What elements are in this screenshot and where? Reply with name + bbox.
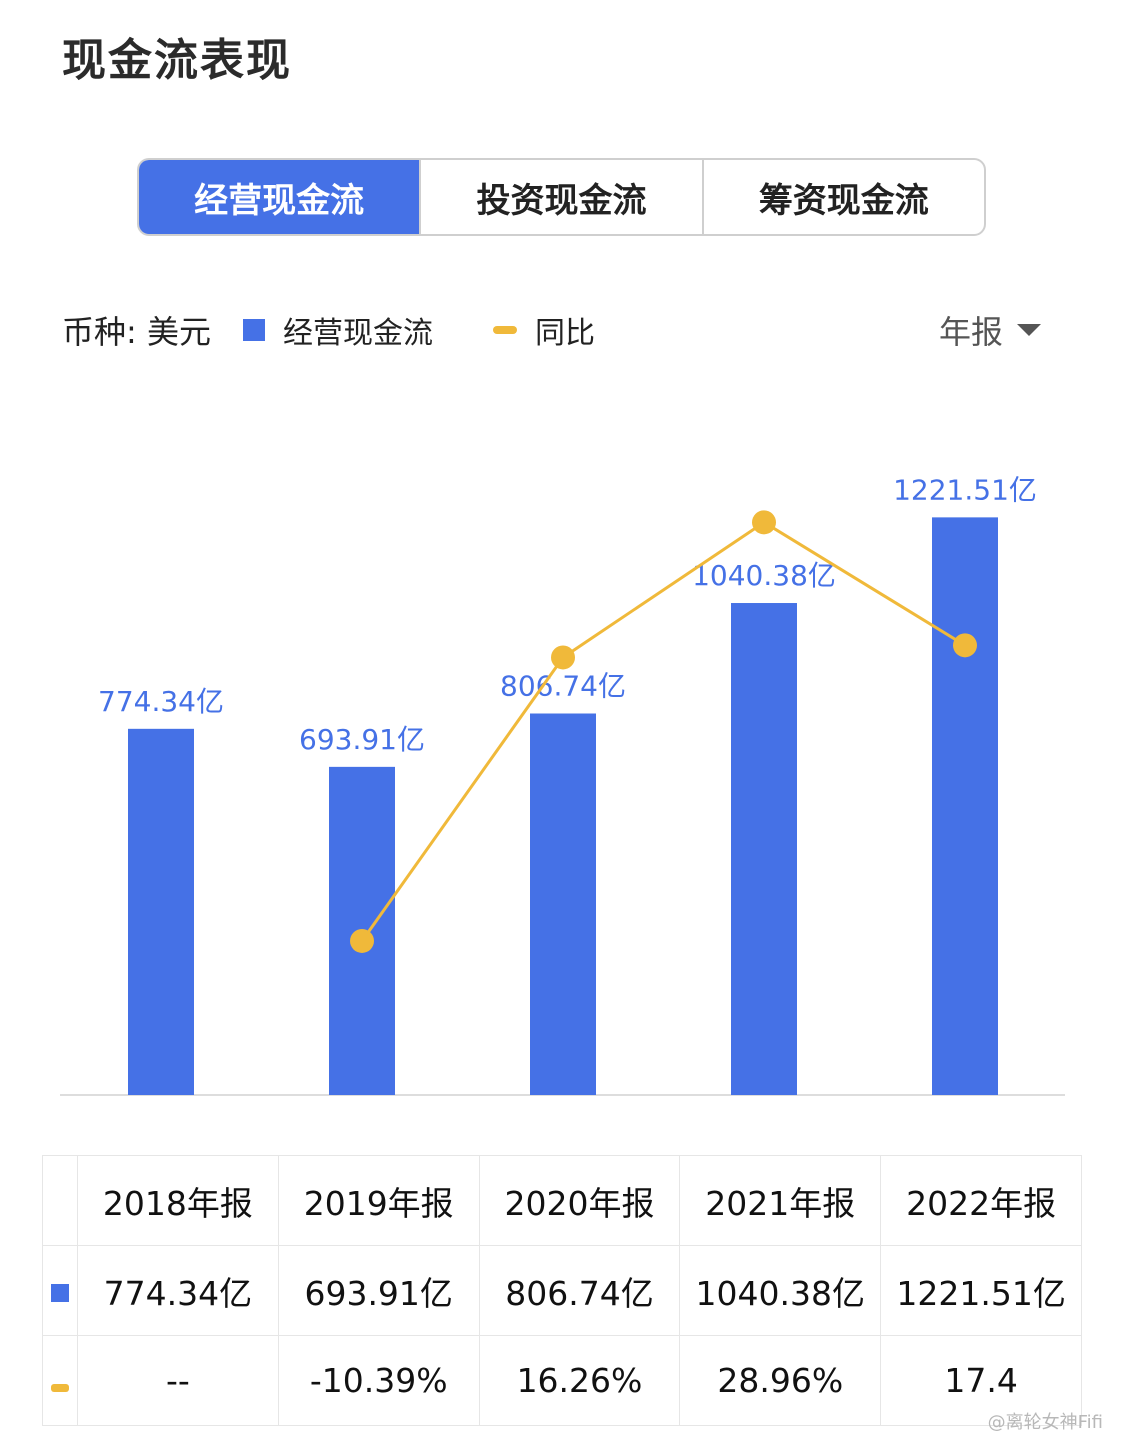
table-cell: -- (77, 1335, 279, 1426)
legend-line-swatch (492, 326, 517, 334)
cashflow-tabs: 经营现金流 投资现金流 筹资现金流 (137, 158, 986, 236)
table-cell: 806.74亿 (478, 1245, 681, 1336)
table-header-cell: 2021年报 (679, 1155, 882, 1246)
bar-value-label: 774.34亿 (98, 685, 224, 718)
yoy-point (752, 510, 776, 535)
table-header-cell: 2022年报 (880, 1155, 1082, 1246)
table-row-yoy: -- -10.39% 16.26% 28.96% 17.4 (42, 1335, 1082, 1426)
watermark: @离轮女神Fifi (987, 1412, 1103, 1433)
legend-bar-label: 经营现金流 (282, 316, 433, 351)
bar (128, 728, 194, 1095)
yoy-point (551, 645, 575, 670)
legend-bar: 经营现金流 (242, 308, 433, 352)
table-cell: 17.4 (880, 1335, 1082, 1426)
currency-label: 币种: 美元 (62, 313, 211, 351)
table-cell: 693.91亿 (277, 1245, 480, 1336)
bar-value-label: 806.74亿 (500, 670, 626, 703)
table-cell: 774.34亿 (77, 1245, 279, 1336)
table-cell: 1221.51亿 (880, 1245, 1082, 1336)
page-title: 现金流表现 (62, 35, 292, 86)
tab-investing-cashflow[interactable]: 投资现金流 (419, 160, 701, 234)
line-marker-icon (51, 1384, 69, 1392)
table-header-cell: 2020年报 (478, 1155, 681, 1246)
chart-meta: 币种: 美元 经营现金流 同比 (62, 306, 595, 354)
bar-value-label: 693.91亿 (299, 723, 425, 756)
bar-value-label: 1040.38亿 (692, 559, 836, 592)
table-corner-cell (42, 1155, 78, 1246)
row-marker-line (42, 1335, 78, 1426)
cashflow-chart: 774.34亿 693.91亿 806.74亿 1040.38亿 1221.51亿 (60, 473, 1065, 1096)
table-cell: -10.39% (277, 1335, 480, 1426)
tab-operating-cashflow[interactable]: 经营现金流 (139, 160, 420, 234)
yoy-point (350, 928, 374, 953)
bar (731, 603, 797, 1095)
table-row-cashflow: 774.34亿 693.91亿 806.74亿 1040.38亿 1221.51… (42, 1245, 1082, 1336)
legend-line-label: 同比 (534, 316, 595, 351)
table-header-row: 2018年报 2019年报 2020年报 2021年报 2022年报 (42, 1155, 1082, 1246)
yoy-line (360, 520, 966, 942)
bar (530, 713, 596, 1095)
table-cell: 1040.38亿 (679, 1245, 882, 1336)
data-table: 2018年报 2019年报 2020年报 2021年报 2022年报 774.3… (42, 1155, 1082, 1426)
table-header-cell: 2018年报 (77, 1155, 279, 1246)
legend-line: 同比 (465, 308, 595, 352)
row-marker-bar (42, 1245, 78, 1336)
bar-value-label: 1221.51亿 (893, 473, 1037, 506)
tab-financing-cashflow[interactable]: 筹资现金流 (701, 160, 984, 234)
table-cell: 28.96% (679, 1335, 882, 1426)
bar-marker-icon (51, 1284, 69, 1302)
legend-bar-swatch (242, 319, 265, 341)
caret-down-icon (1017, 324, 1041, 336)
period-selector-label: 年报 (938, 313, 1003, 351)
table-header-cell: 2019年报 (277, 1155, 480, 1246)
table-cell: 16.26% (478, 1335, 681, 1426)
yoy-point (953, 633, 977, 658)
bar (932, 517, 998, 1095)
period-selector[interactable]: 年报 (939, 306, 1041, 354)
